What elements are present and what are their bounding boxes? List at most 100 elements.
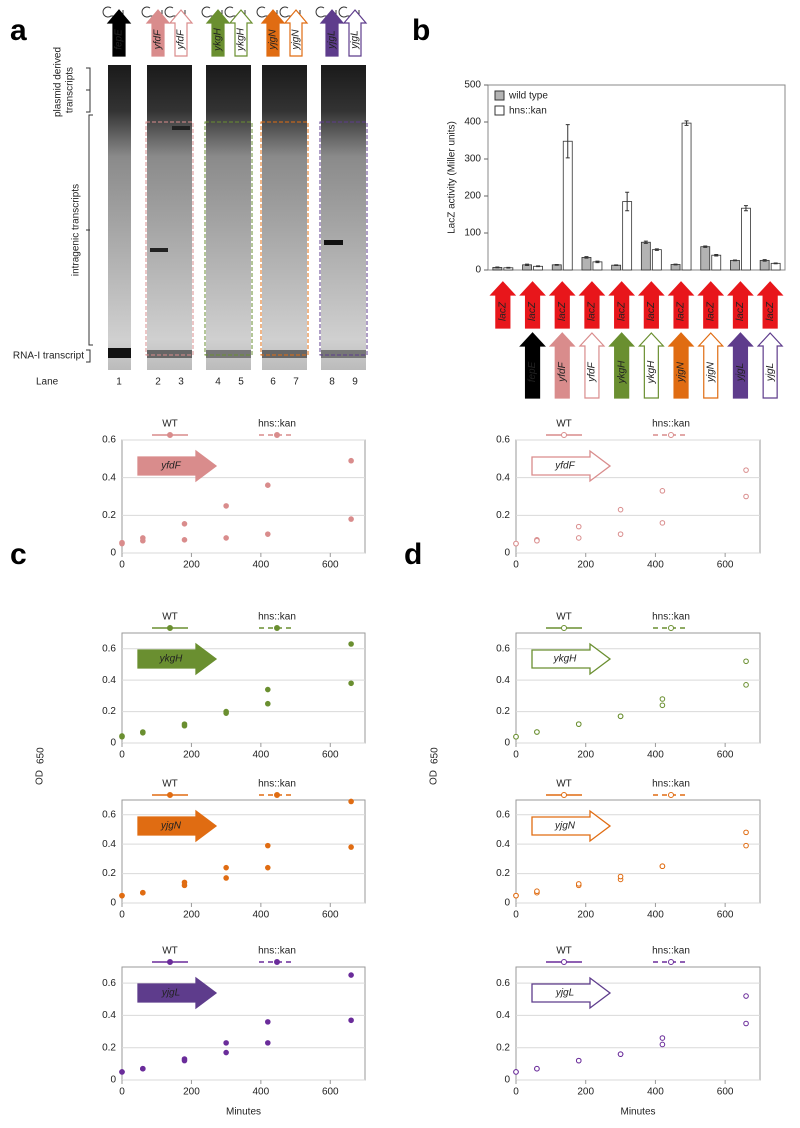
legend-label: WT [556, 779, 572, 790]
gene-arrow [531, 449, 612, 483]
x-tick-label: 400 [253, 910, 270, 921]
x-tick-label: 200 [577, 1087, 594, 1098]
y-tick-label: 500 [464, 80, 481, 91]
error-bar [743, 205, 748, 212]
gene-arrow-label: ykgH [646, 360, 657, 385]
y-tick-label: 0.6 [102, 978, 116, 989]
data-point [659, 1041, 666, 1048]
error-bar [554, 263, 559, 266]
x-tick-label: 400 [253, 1087, 270, 1098]
gene-arrow [756, 332, 784, 399]
error-bar [565, 124, 570, 159]
y-tick-label: 0.4 [102, 839, 116, 850]
legend-marker [561, 959, 567, 965]
x-tick-label: 600 [717, 910, 734, 921]
gene-arrow-label: ykgH [553, 654, 578, 665]
reporter-arrow [756, 281, 784, 329]
gene-arrow [531, 642, 612, 676]
x-tick-label: 0 [513, 560, 519, 571]
data-point [617, 506, 624, 513]
bar [640, 241, 651, 271]
bar [700, 246, 711, 271]
data-point [140, 1065, 146, 1072]
data-point [534, 537, 540, 544]
gel-region-label: plasmid derived [53, 47, 64, 117]
y-tick-label: 0.2 [496, 706, 510, 717]
data-point [743, 493, 749, 500]
legend-label: WT [556, 946, 572, 957]
y-tick-label: 0.2 [496, 1042, 510, 1053]
gel-region-label: intragenic transcripts [71, 184, 82, 276]
data-point [348, 641, 354, 647]
gene-arrow-label: fepE [114, 29, 125, 50]
data-point [743, 1020, 749, 1027]
data-point [659, 863, 666, 870]
y-axis-label-sub: 650 [36, 747, 47, 764]
x-tick-label: 400 [253, 560, 270, 571]
error-bar [584, 256, 589, 259]
legend-label: hns::kan [258, 612, 296, 623]
lane-number: 4 [215, 377, 221, 388]
gene-arrow [637, 332, 665, 399]
error-bar [614, 264, 619, 267]
data-point [617, 1051, 624, 1057]
legend-label: hns::kan [258, 946, 296, 957]
data-point [743, 658, 749, 665]
data-point [513, 540, 519, 547]
reporter-arrow-label: lacZ [735, 301, 746, 321]
data-point [348, 972, 354, 978]
data-point [140, 889, 146, 896]
data-point [265, 686, 271, 693]
panel-label: b [412, 14, 430, 47]
data-point [575, 535, 582, 541]
data-point [659, 696, 666, 702]
legend-label: hns::kan [652, 612, 690, 623]
x-tick-label: 600 [322, 750, 339, 761]
legend-label: WT [162, 946, 178, 957]
bar [622, 201, 633, 271]
y-tick-label: 0.4 [496, 1010, 510, 1021]
gene-arrow-label: yfdF [176, 29, 187, 50]
reporter-arrow-label: lacZ [557, 301, 568, 321]
gene-arrow [137, 449, 218, 483]
data-point [223, 1040, 229, 1046]
gene-arrow [106, 9, 132, 57]
x-tick-label: 600 [717, 1087, 734, 1098]
bar [581, 257, 592, 271]
data-point [743, 842, 749, 849]
data-point [659, 702, 666, 709]
y-tick-label: 0.4 [496, 472, 510, 483]
y-tick-label: 100 [464, 228, 481, 239]
y-tick-label: 0.2 [102, 1042, 116, 1053]
x-tick-label: 600 [717, 560, 734, 571]
lane-number: 9 [352, 377, 358, 388]
gel-region-label: transcripts [65, 67, 76, 113]
data-point [223, 535, 229, 541]
data-point [348, 516, 354, 522]
data-point [119, 540, 125, 547]
y-tick-label: 0.6 [496, 809, 510, 820]
y-tick-label: 0.6 [102, 643, 116, 654]
data-point [181, 722, 188, 729]
y-tick-label: 0.2 [496, 868, 510, 879]
error-bar [536, 265, 541, 268]
gene-arrow-label: yjgN [268, 29, 279, 51]
gene-arrow-label: yjgL [327, 30, 338, 49]
gene-arrow-label: yfdF [160, 461, 181, 472]
x-tick-label: 0 [119, 750, 125, 761]
legend-label: WT [556, 419, 572, 430]
data-point [265, 864, 271, 871]
x-tick-label: 600 [717, 750, 734, 761]
gene-arrow-label: yjgN [291, 29, 302, 51]
x-tick-label: 600 [322, 910, 339, 921]
legend-marker [167, 432, 173, 438]
x-tick-label: 0 [119, 1087, 125, 1098]
legend-label: WT [162, 612, 178, 623]
data-point [140, 729, 146, 736]
bar [651, 249, 662, 271]
lane-number: 7 [293, 377, 299, 388]
gel-region-label: RNA-I transcript [13, 351, 84, 362]
y-tick-label: 0.4 [102, 1010, 116, 1021]
data-point [534, 729, 540, 735]
